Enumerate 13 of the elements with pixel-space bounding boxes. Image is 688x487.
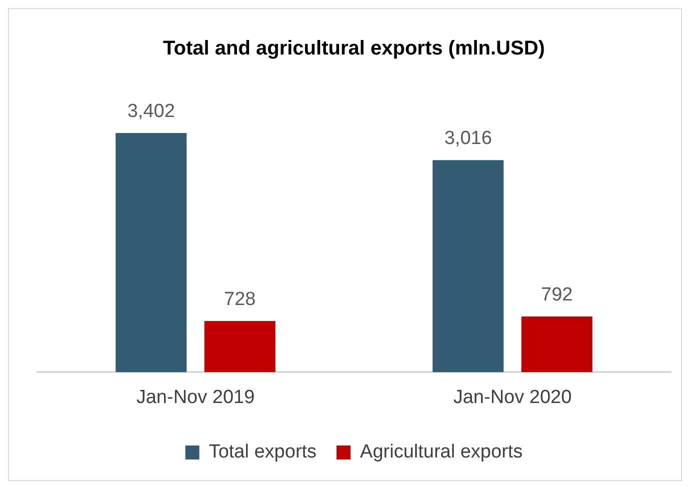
data-label: 3,016 — [444, 128, 492, 149]
x-tick-label: Jan-Nov 2019 — [136, 386, 255, 408]
legend-label: Agricultural exports — [360, 442, 523, 463]
chart-title: Total and agricultural exports (mln.USD) — [163, 38, 545, 60]
x-tick-label: Jan-Nov 2020 — [453, 386, 572, 408]
bar — [432, 160, 504, 372]
data-label: 3,402 — [127, 100, 175, 122]
data-label: 792 — [541, 284, 573, 306]
bar — [116, 133, 187, 372]
bar — [204, 321, 276, 372]
data-label: 728 — [224, 288, 256, 310]
legend-label: Total exports — [208, 442, 317, 463]
bar — [521, 316, 592, 372]
